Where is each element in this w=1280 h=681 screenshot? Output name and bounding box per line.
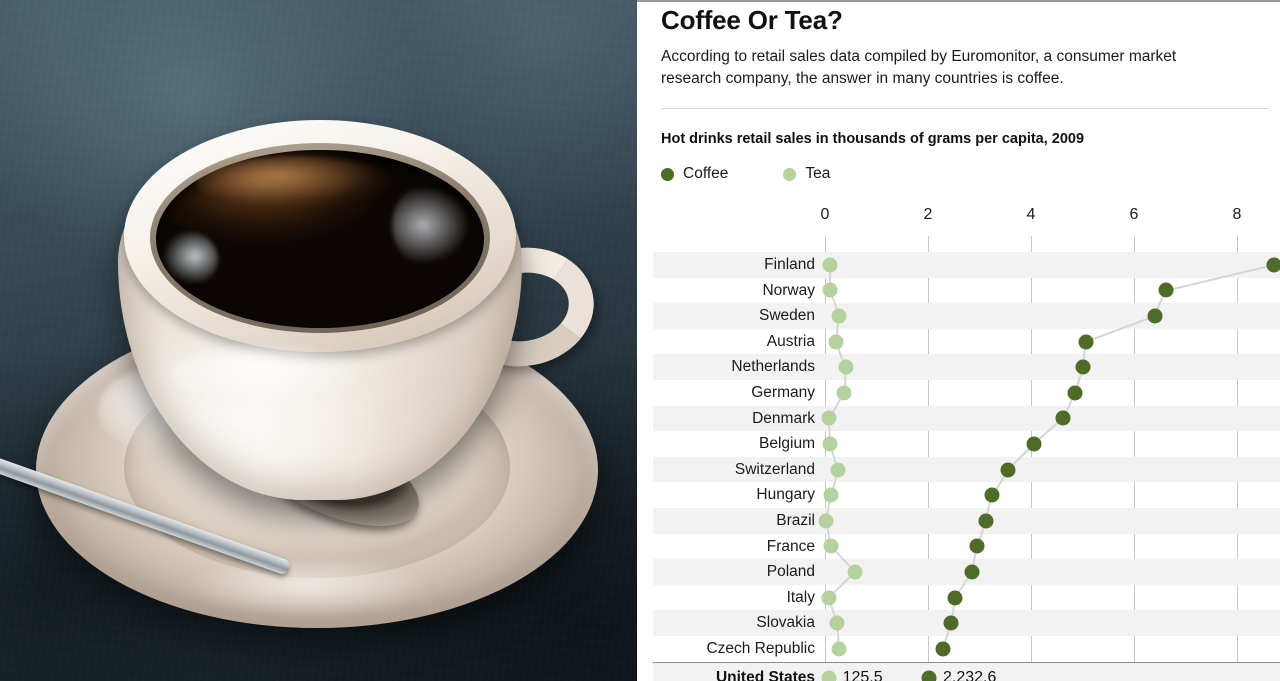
row-label-netherlands: Netherlands <box>731 358 815 376</box>
row-stripe <box>653 610 1280 636</box>
x-axis-tick-6: 6 <box>1129 206 1139 223</box>
row-label-norway: Norway <box>762 281 815 299</box>
value-label-tea-united-states: 125.5 <box>842 668 883 681</box>
gridline-6 <box>1134 236 1135 676</box>
data-point-tea-brazil[interactable] <box>818 513 834 529</box>
row-label-italy: Italy <box>786 588 815 606</box>
chart-pane: Coffee Or Tea? According to retail sales… <box>637 0 1280 681</box>
coffee-swatch-icon <box>661 167 674 181</box>
value-label-coffee-united-states: 2,232.6 <box>943 668 997 681</box>
data-point-tea-norway[interactable] <box>822 282 838 298</box>
tea-swatch-icon <box>783 167 797 181</box>
data-point-tea-czech-republic[interactable] <box>831 641 847 657</box>
data-point-tea-sweden[interactable] <box>831 308 847 324</box>
data-point-tea-slovakia[interactable] <box>829 615 845 631</box>
row-stripe <box>653 508 1280 534</box>
standfirst-line-1: According to retail sales data compiled … <box>661 48 1177 65</box>
legend-label-coffee: Coffee <box>683 165 729 182</box>
data-point-coffee-italy[interactable] <box>947 590 963 606</box>
x-axis-tick-0: 0 <box>820 206 830 223</box>
data-point-tea-united-states[interactable] <box>821 670 837 681</box>
data-point-coffee-brazil[interactable] <box>978 513 994 529</box>
data-point-tea-france[interactable] <box>823 538 839 554</box>
gridline-4 <box>1031 236 1032 676</box>
row-label-france: France <box>766 537 815 555</box>
data-point-coffee-france[interactable] <box>969 538 985 554</box>
row-stripe <box>653 303 1280 329</box>
data-point-coffee-sweden[interactable] <box>1147 308 1163 324</box>
data-point-tea-austria[interactable] <box>828 334 844 350</box>
row-stripe <box>653 405 1280 432</box>
data-point-coffee-finland[interactable] <box>1266 257 1280 273</box>
data-point-tea-germany[interactable] <box>836 385 852 401</box>
row-label-slovakia: Slovakia <box>756 614 815 632</box>
row-label-belgium: Belgium <box>759 435 815 453</box>
data-point-coffee-netherlands[interactable] <box>1075 359 1090 375</box>
row-label-poland: Poland <box>766 563 815 581</box>
gridline-0 <box>825 236 826 676</box>
coffee-surface-reflection <box>196 156 394 208</box>
row-label-finland: Finland <box>764 256 815 273</box>
data-point-coffee-germany[interactable] <box>1067 385 1083 401</box>
row-label-denmark: Denmark <box>752 409 815 427</box>
legend-label-tea: Tea <box>805 165 831 182</box>
row-stripe <box>653 252 1280 278</box>
data-point-tea-switzerland[interactable] <box>830 462 846 478</box>
data-point-coffee-poland[interactable] <box>964 564 980 580</box>
row-label-sweden: Sweden <box>758 307 815 325</box>
gridline-2 <box>928 236 929 676</box>
row-label-united-states: United States <box>715 668 815 681</box>
x-axis-tick-8: 8 <box>1232 206 1242 223</box>
data-point-coffee-switzerland[interactable] <box>1000 462 1016 478</box>
data-point-tea-finland[interactable] <box>822 257 838 273</box>
header-divider <box>661 108 1269 109</box>
top-rule <box>637 0 1280 2</box>
data-point-coffee-czech-republic[interactable] <box>935 641 951 657</box>
article-standfirst: According to retail sales data compiled … <box>661 46 1280 90</box>
row-label-hungary: Hungary <box>756 486 815 504</box>
row-stripe <box>653 456 1280 483</box>
chart-subtitle: Hot drinks retail sales in thousands of … <box>661 131 1085 147</box>
data-point-coffee-denmark[interactable] <box>1055 410 1071 426</box>
gridline-8 <box>1237 236 1238 676</box>
standfirst-line-2: research company, the answer in many cou… <box>661 70 1064 87</box>
coffee-edge-highlight-right <box>392 182 474 268</box>
row-label-austria: Austria <box>766 332 815 350</box>
cup-gloss-highlight <box>168 346 374 404</box>
page-title: Coffee Or Tea? <box>661 5 843 35</box>
x-axis-tick-4: 4 <box>1026 206 1036 223</box>
x-axis-tick-2: 2 <box>923 206 933 223</box>
data-point-coffee-austria[interactable] <box>1078 334 1094 350</box>
data-point-tea-poland[interactable] <box>847 564 863 580</box>
row-label-czech-republic: Czech Republic <box>706 640 815 657</box>
data-point-tea-belgium[interactable] <box>822 436 838 452</box>
highlight-row-separator <box>653 661 1280 664</box>
row-stripe <box>653 354 1280 380</box>
data-point-coffee-hungary[interactable] <box>984 487 1000 503</box>
data-point-tea-hungary[interactable] <box>823 487 839 503</box>
data-point-coffee-belgium[interactable] <box>1026 436 1042 452</box>
row-label-brazil: Brazil <box>776 512 815 529</box>
data-point-coffee-united-states[interactable] <box>921 670 937 681</box>
highlight-row-background <box>653 663 1280 681</box>
data-point-coffee-slovakia[interactable] <box>943 615 959 631</box>
data-point-tea-denmark[interactable] <box>821 410 837 426</box>
row-label-switzerland: Switzerland <box>734 460 815 478</box>
legend-item-coffee[interactable]: Coffee <box>661 165 728 183</box>
coffee-edge-highlight-left <box>160 232 218 286</box>
data-point-coffee-norway[interactable] <box>1158 282 1174 298</box>
data-point-tea-netherlands[interactable] <box>838 359 854 375</box>
data-point-tea-italy[interactable] <box>821 590 837 606</box>
legend-item-tea[interactable]: Tea <box>783 165 830 183</box>
coffee-cup-photo <box>0 0 637 681</box>
saucer-highlight-bottom <box>188 554 428 616</box>
chart-legend: Coffee Tea <box>661 165 830 183</box>
row-label-germany: Germany <box>751 384 815 401</box>
dot-plot: 0 2 4 6 8 Finland Norway Sweden Austria Netherlan… <box>637 0 1280 681</box>
